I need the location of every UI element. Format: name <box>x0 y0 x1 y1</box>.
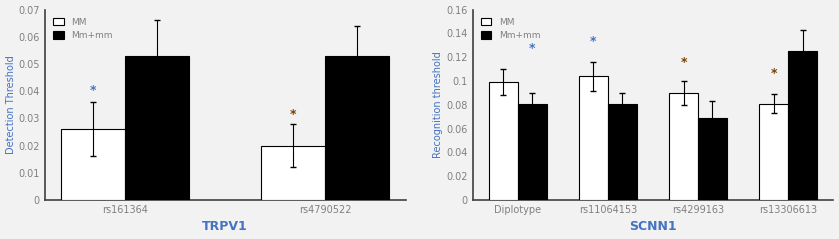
Bar <box>489 82 518 200</box>
Legend: MM, Mm+mm: MM, Mm+mm <box>50 14 116 44</box>
Bar <box>61 129 125 200</box>
X-axis label: TRPV1: TRPV1 <box>202 220 248 234</box>
Bar <box>670 93 698 200</box>
Bar <box>759 103 788 200</box>
Y-axis label: Recognition threshold: Recognition threshold <box>434 51 443 158</box>
Bar <box>579 76 608 200</box>
Text: *: * <box>591 35 597 48</box>
Text: *: * <box>90 84 96 97</box>
Bar <box>788 51 817 200</box>
Text: *: * <box>770 67 777 80</box>
X-axis label: SCNN1: SCNN1 <box>629 220 677 234</box>
Y-axis label: Detection Threshold: Detection Threshold <box>6 55 16 154</box>
Bar <box>698 118 727 200</box>
Bar <box>608 103 637 200</box>
Text: *: * <box>290 108 296 121</box>
Bar <box>518 103 547 200</box>
Text: *: * <box>529 42 535 55</box>
Bar <box>125 56 189 200</box>
Legend: MM, Mm+mm: MM, Mm+mm <box>477 14 544 44</box>
Bar <box>326 56 389 200</box>
Bar <box>261 146 326 200</box>
Text: *: * <box>680 56 687 69</box>
